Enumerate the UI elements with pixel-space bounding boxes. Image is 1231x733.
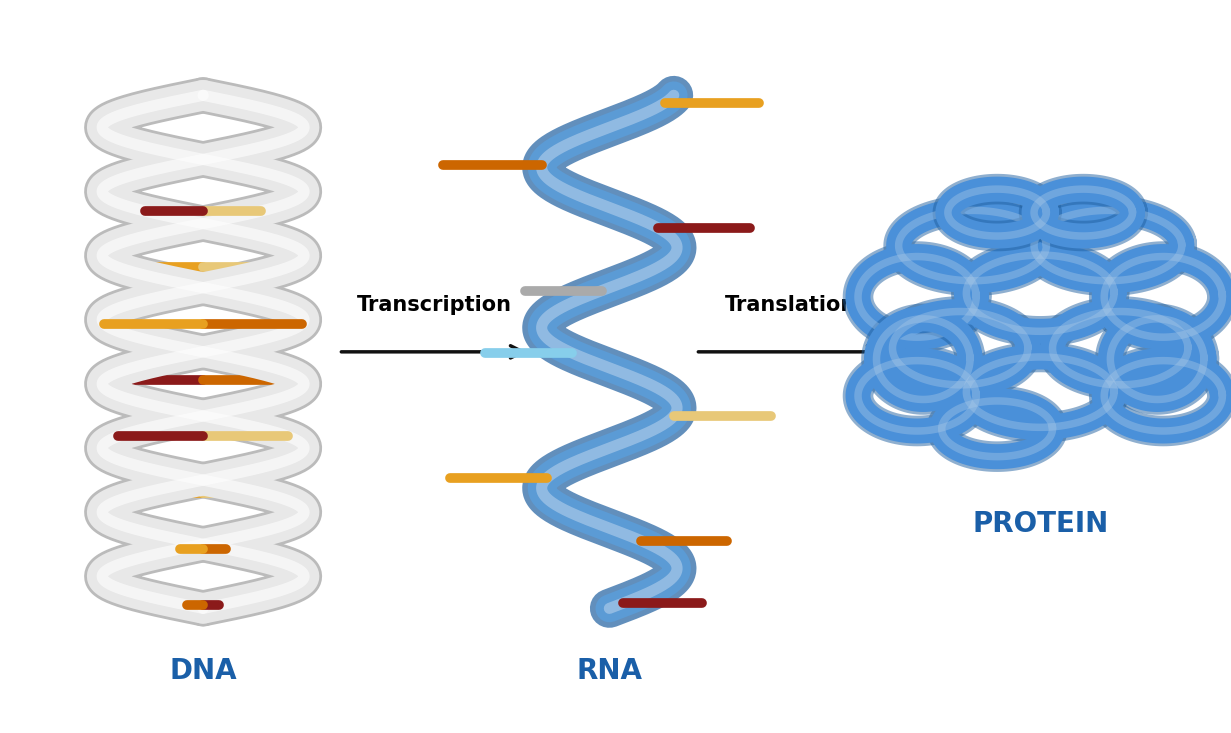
Text: DNA: DNA	[170, 657, 236, 685]
Text: RNA: RNA	[576, 657, 643, 685]
Text: Translation: Translation	[725, 295, 857, 315]
Text: Transcription: Transcription	[357, 295, 511, 315]
Text: PROTEIN: PROTEIN	[972, 510, 1108, 538]
